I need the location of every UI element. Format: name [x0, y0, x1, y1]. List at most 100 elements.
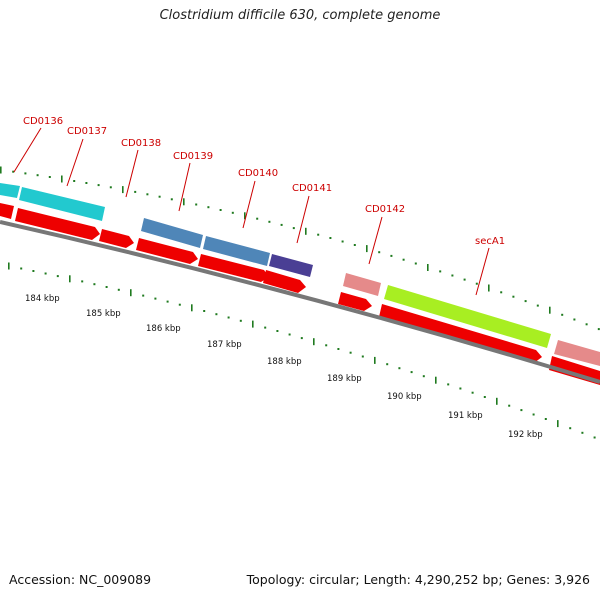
scale-label: 185 kbp [86, 309, 121, 319]
cds-arrow[interactable] [198, 254, 269, 282]
scale-label: 192 kbp [508, 430, 543, 440]
gene-label[interactable]: CD0139 [173, 151, 213, 162]
gene-bar-cd0142[interactable] [343, 273, 381, 296]
minor-tick [398, 367, 401, 370]
minor-tick [268, 220, 271, 223]
minor-tick [353, 244, 356, 246]
cds-arrow-track [0, 203, 600, 385]
minor-tick [142, 294, 145, 297]
cds-arrow[interactable] [338, 292, 372, 311]
minor-tick [288, 333, 291, 336]
minor-tick [402, 258, 405, 261]
minor-tick [32, 270, 35, 272]
minor-tick [483, 396, 486, 398]
cds-arrow[interactable] [136, 238, 198, 264]
major-tick [496, 397, 498, 405]
cds-arrow[interactable] [263, 270, 306, 293]
gene-bar-cd0141[interactable] [269, 254, 313, 277]
cds-arrow[interactable] [0, 203, 14, 219]
major-tick [435, 376, 437, 384]
cds-arrow[interactable] [15, 208, 100, 240]
minor-tick [109, 186, 112, 189]
gene-bar-cd0139[interactable] [141, 218, 203, 248]
gene-label[interactable]: CD0136 [23, 116, 63, 127]
minor-tick [105, 286, 108, 288]
gene-label[interactable]: CD0142 [365, 204, 405, 215]
minor-tick [337, 348, 340, 350]
minor-tick [219, 209, 222, 211]
major-tick [374, 356, 376, 364]
minor-tick [447, 383, 450, 386]
minor-tick [536, 304, 539, 307]
scale-label: 191 kbp [448, 411, 483, 421]
scale-label: 187 kbp [207, 340, 242, 350]
minor-tick [569, 427, 572, 430]
scale-label: 188 kbp [267, 357, 302, 367]
gene-bar-next[interactable] [554, 340, 600, 366]
gene-bar-cd0137[interactable] [19, 187, 105, 221]
minor-tick [256, 217, 259, 220]
major-tick [61, 175, 63, 183]
minor-tick [24, 172, 27, 175]
minor-tick [508, 404, 511, 407]
minor-tick [12, 170, 15, 173]
minor-tick [239, 319, 242, 322]
major-tick [427, 264, 429, 271]
scale-label: 190 kbp [387, 392, 422, 402]
cds-arrow[interactable] [99, 229, 134, 248]
cds-arrow[interactable] [379, 304, 542, 363]
minor-tick [264, 326, 267, 329]
gene-bar-seca1[interactable] [384, 285, 551, 348]
minor-tick [512, 295, 515, 298]
gene-label[interactable]: CD0140 [238, 168, 278, 179]
minor-tick [170, 198, 173, 201]
minor-tick [471, 391, 474, 394]
gene-bar-cd0140[interactable] [203, 236, 270, 266]
minor-tick [386, 363, 389, 366]
minor-tick [463, 278, 466, 281]
minor-tick [573, 318, 576, 321]
minor-tick [325, 344, 328, 347]
inner-dotted-track [8, 262, 596, 439]
minor-tick [36, 174, 39, 177]
minor-tick [207, 206, 210, 209]
minor-tick [134, 190, 137, 193]
gene-bar-cd0136[interactable] [0, 183, 20, 198]
minor-tick [85, 182, 88, 184]
minor-tick [292, 227, 295, 230]
gene-label[interactable]: secA1 [475, 236, 505, 247]
minor-tick [276, 330, 279, 332]
minor-tick [410, 371, 413, 374]
minor-tick [349, 351, 352, 354]
major-tick [191, 304, 193, 312]
minor-tick [215, 313, 218, 316]
major-tick [313, 338, 315, 346]
major-tick [557, 420, 559, 428]
major-tick [252, 320, 254, 328]
minor-tick [544, 418, 547, 420]
outer-dotted-track [0, 166, 600, 331]
gene-label[interactable]: CD0141 [292, 183, 332, 194]
major-tick [488, 284, 490, 292]
minor-tick [532, 413, 535, 416]
minor-tick [581, 431, 584, 434]
minor-tick [422, 375, 425, 378]
gene-label[interactable]: CD0137 [67, 126, 107, 137]
minor-tick [146, 193, 149, 196]
scale-label: 186 kbp [146, 324, 181, 334]
minor-tick [475, 282, 478, 285]
major-tick [122, 186, 124, 194]
major-tick [69, 275, 71, 283]
gene-label[interactable]: CD0138 [121, 138, 161, 149]
minor-tick [154, 297, 157, 300]
minor-tick [93, 283, 96, 286]
gene-label-leaders [13, 127, 490, 296]
minor-tick [73, 180, 76, 182]
minor-tick [117, 288, 120, 291]
major-tick [305, 227, 307, 235]
major-tick [0, 166, 2, 174]
minor-tick [329, 237, 332, 239]
map-title: Clostridium difficile 630, complete geno… [159, 8, 441, 23]
cog-feature-track [0, 183, 600, 366]
